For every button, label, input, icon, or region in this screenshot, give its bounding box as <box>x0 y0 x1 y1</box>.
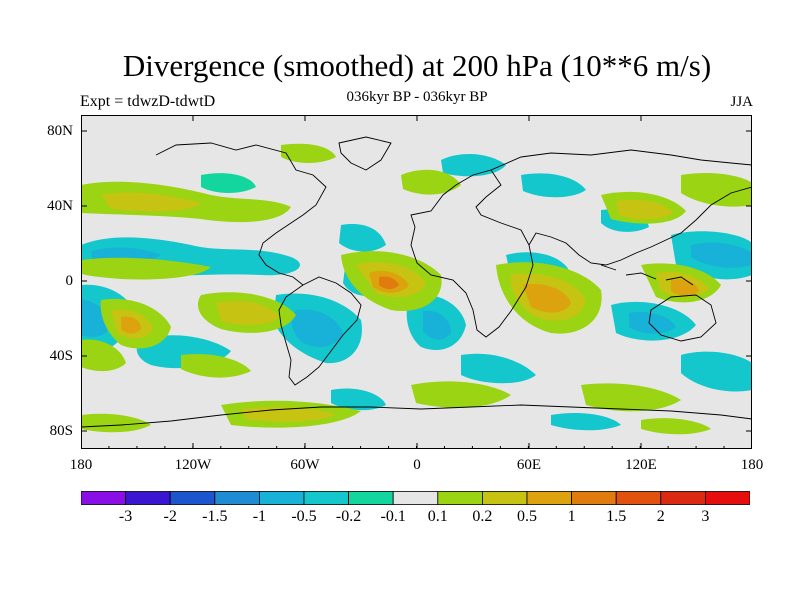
colorbar-label: -0.2 <box>335 508 362 525</box>
europe-africa-coast <box>410 169 534 338</box>
colorbar-label: -1 <box>252 508 267 525</box>
colorbar-label: 2 <box>656 508 665 525</box>
colorbar-box <box>526 491 572 505</box>
lat-label: 80S <box>49 423 73 439</box>
divergence-field <box>81 143 752 435</box>
plot-title: Divergence (smoothed) at 200 hPa (10**6 … <box>122 48 712 83</box>
colorbar-box <box>660 491 706 505</box>
colorbar-label: 3 <box>701 508 710 525</box>
lon-label: 60E <box>516 457 542 473</box>
colorbar-box <box>615 491 662 505</box>
colorbar-box <box>705 491 750 505</box>
australia-coast <box>648 294 717 342</box>
colorbar-label: -2 <box>163 508 177 525</box>
lon-label: 180 <box>740 457 764 473</box>
colorbar-box <box>258 491 305 505</box>
colorbar-box <box>81 491 126 505</box>
colorbar-box <box>481 491 528 505</box>
plot-subtitle: 036kyr BP - 036kyr BP <box>346 89 488 105</box>
colorbar-label: 0.5 <box>517 508 537 525</box>
colorbar-label: -0.5 <box>291 508 317 525</box>
indonesia-coast <box>600 264 694 286</box>
lat-label: 40S <box>49 348 73 364</box>
colorbar-box <box>214 491 260 505</box>
lon-label: 180 <box>69 457 93 473</box>
coastlines <box>81 136 752 428</box>
divergence-map <box>81 115 752 449</box>
colorbar-box <box>392 491 439 505</box>
antarctica-coast <box>81 404 752 428</box>
colorbar-label: 0.1 <box>427 508 448 525</box>
lat-label: 80N <box>47 123 73 139</box>
colorbar-label: 1 <box>567 508 576 525</box>
lon-label: 120E <box>625 457 657 473</box>
colorbar-label: -3 <box>118 508 133 525</box>
colorbar-box <box>437 491 483 505</box>
colorbar-label: 0.2 <box>472 508 493 525</box>
colorbar-label: 1.5 <box>606 508 627 525</box>
axis-tick-marks <box>81 115 752 449</box>
experiment-label: Expt = tdwzD-tdwtD <box>80 93 216 110</box>
lon-label: 60W <box>290 457 320 473</box>
colorbar-label: -1.5 <box>202 508 228 525</box>
north-america-coast <box>155 142 327 286</box>
asia-coast <box>490 149 752 266</box>
south-america-coast <box>278 276 362 386</box>
divergence-regions <box>81 143 752 435</box>
colorbar <box>81 491 750 505</box>
lon-label: 120W <box>174 457 212 473</box>
colorbar-box <box>125 491 171 505</box>
colorbar-box <box>169 491 216 505</box>
map-canvas <box>81 115 752 449</box>
colorbar-box <box>571 491 617 505</box>
season-label: JJA <box>730 94 753 110</box>
lat-label: 40N <box>47 198 73 214</box>
lat-label: 0 <box>65 273 74 289</box>
colorbar-box <box>348 491 394 505</box>
colorbar-box <box>303 491 349 505</box>
lon-label: 0 <box>413 457 421 473</box>
colorbar-label: -0.1 <box>380 508 406 525</box>
greenland-coast <box>338 136 392 171</box>
